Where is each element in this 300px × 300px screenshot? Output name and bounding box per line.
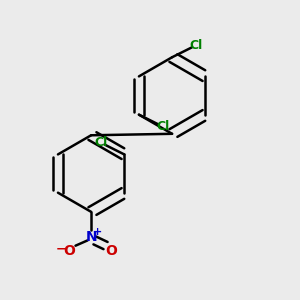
Text: N: N (85, 230, 97, 244)
Text: Cl: Cl (94, 136, 108, 149)
Text: +: + (93, 226, 102, 237)
Text: Cl: Cl (156, 120, 169, 134)
Text: O: O (63, 244, 75, 258)
Text: O: O (105, 244, 117, 258)
Text: Cl: Cl (189, 38, 202, 52)
Text: −: − (56, 242, 66, 255)
